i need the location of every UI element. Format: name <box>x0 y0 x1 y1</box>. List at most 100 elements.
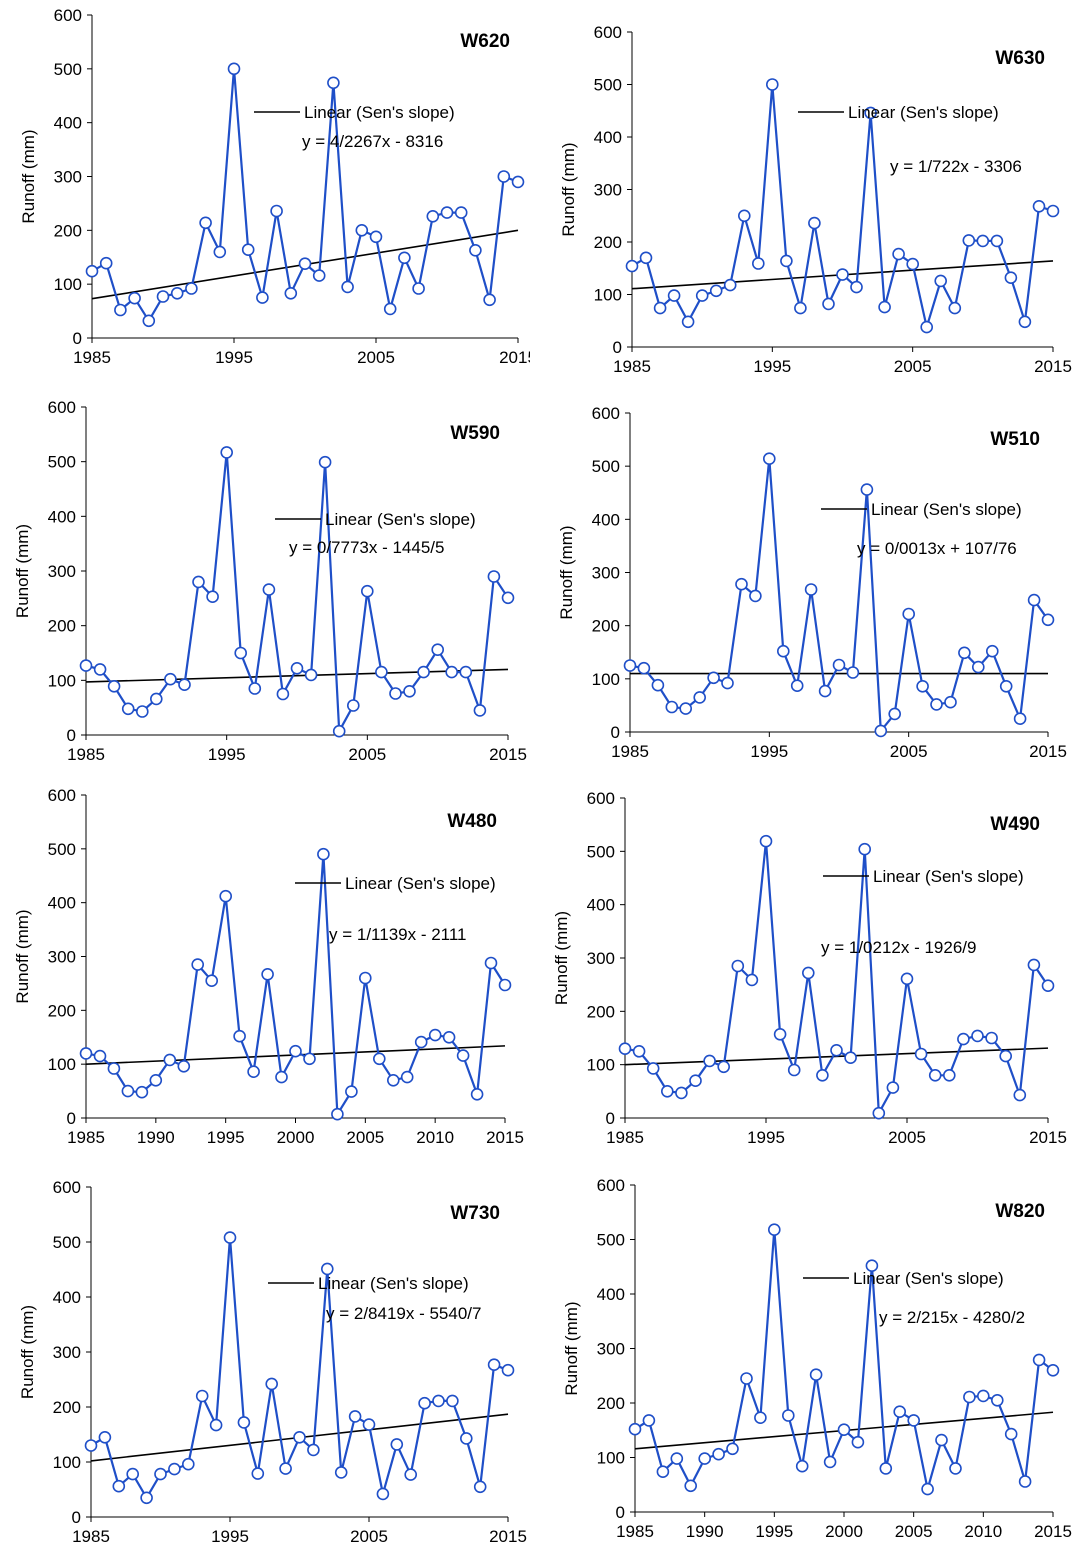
data-point <box>1032 1353 1046 1367</box>
y-tick-label: 200 <box>587 1002 615 1021</box>
data-point <box>93 663 107 676</box>
data-point <box>818 684 832 698</box>
data-point <box>327 76 340 90</box>
x-tick-label: 1990 <box>137 1128 175 1147</box>
data-point <box>985 644 999 658</box>
chart-title: W590 <box>450 423 500 444</box>
data-point <box>150 692 163 706</box>
data-point <box>178 678 191 692</box>
trend-equation: y = 1/0212x - 1926/9 <box>821 938 976 957</box>
x-tick-label: 2005 <box>346 1128 384 1147</box>
data-point <box>888 707 902 721</box>
x-tick-label: 1985 <box>72 1527 110 1546</box>
data-point <box>383 302 397 316</box>
data-point <box>276 687 290 701</box>
data-point <box>763 452 776 465</box>
y-axis-label: Runoff (mm) <box>552 911 571 1005</box>
y-tick-label: 300 <box>53 1343 81 1362</box>
trend-line <box>85 668 509 683</box>
data-point <box>140 1491 153 1505</box>
data-point <box>780 254 793 268</box>
data-point <box>99 256 113 270</box>
y-tick-label: 0 <box>67 1109 76 1128</box>
data-point <box>886 1081 900 1094</box>
data-point <box>265 1377 279 1391</box>
data-point <box>738 209 751 223</box>
data-point <box>163 1053 177 1067</box>
data-point <box>962 234 976 247</box>
data-point <box>879 1462 893 1475</box>
data-point <box>262 583 276 596</box>
data-point <box>497 170 511 183</box>
data-point <box>999 679 1013 693</box>
data-point <box>976 234 990 248</box>
chart-svg: 0 100 200 300 400 500 600 1985 1990 1995 2000 2005 2… <box>562 1176 1072 1541</box>
data-point <box>906 257 920 271</box>
data-point <box>331 1107 344 1121</box>
data-point <box>816 1068 829 1082</box>
x-tick-label: 1985 <box>67 1128 105 1147</box>
trend-equation: y = 0/7773x - 1445/5 <box>289 538 444 557</box>
y-tick-label: 0 <box>72 1508 81 1527</box>
data-point <box>192 575 205 589</box>
series-line <box>85 854 506 1118</box>
data-point <box>717 1060 730 1074</box>
data-point <box>958 646 971 660</box>
data-point <box>432 1394 445 1408</box>
data-point <box>735 577 748 591</box>
data-point <box>487 1358 501 1371</box>
y-tick-label: 400 <box>54 114 82 133</box>
data-point <box>618 1042 632 1056</box>
data-point <box>112 1479 126 1493</box>
chart-panel-w510: 0 100 200 300 400 500 600 1985 1995 2005 2015 Runof… <box>545 385 1078 780</box>
data-point <box>768 1223 781 1236</box>
chart-panel-w630: 0 100 200 300 400 500 600 1985 1995 2005 2015 Runof… <box>545 0 1078 385</box>
data-point <box>205 974 218 987</box>
data-point <box>874 724 888 738</box>
y-tick-label: 200 <box>597 1394 625 1413</box>
chart-panel-w490: 0 100 200 300 400 500 600 1985 1995 2005 2015 Runof… <box>545 780 1078 1165</box>
data-point <box>261 968 274 981</box>
data-point <box>990 1394 1004 1407</box>
chart-title: W490 <box>990 814 1040 835</box>
data-point <box>191 958 204 971</box>
y-tick-label: 0 <box>67 726 76 745</box>
y-tick-label: 600 <box>597 1176 625 1195</box>
data-point <box>454 206 468 219</box>
data-point <box>759 834 773 848</box>
y-tick-label: 400 <box>592 510 620 529</box>
data-point <box>511 175 525 189</box>
data-point <box>459 1432 473 1445</box>
data-point <box>241 243 255 256</box>
data-point <box>921 1482 934 1496</box>
trend-equation: y = 1/1139x - 2111 <box>329 925 467 944</box>
data-point <box>709 284 723 298</box>
data-point <box>156 290 170 303</box>
data-point <box>1032 200 1046 213</box>
legend-label: Linear (Sen's slope) <box>318 1274 469 1293</box>
data-point <box>362 1418 376 1431</box>
x-tick-label: 1995 <box>207 1128 245 1147</box>
chart-svg: 0 100 200 300 400 500 600 1985 1995 2005 2015 Runof… <box>557 404 1067 761</box>
data-point <box>298 257 312 271</box>
x-tick-label: 2015 <box>489 1527 527 1546</box>
data-point <box>136 705 149 718</box>
data-point <box>681 315 695 329</box>
data-point <box>247 1065 260 1079</box>
y-tick-label: 600 <box>48 398 76 417</box>
data-point <box>312 269 326 282</box>
x-tick-label: 2005 <box>348 745 386 764</box>
data-point <box>483 293 496 307</box>
series-line <box>85 452 509 736</box>
data-point <box>902 607 916 621</box>
legend-label: Linear (Sen's slope) <box>345 874 496 893</box>
y-axis-label: Runoff (mm) <box>18 1305 37 1399</box>
y-tick-label: 200 <box>53 1398 81 1417</box>
data-point <box>290 661 304 675</box>
data-point <box>142 314 156 328</box>
y-tick-label: 0 <box>616 1503 625 1522</box>
trend-equation: y = 1/722x - 3306 <box>890 157 1022 176</box>
y-tick-label: 200 <box>48 1001 76 1020</box>
data-point <box>256 291 269 304</box>
data-point <box>689 1074 702 1088</box>
